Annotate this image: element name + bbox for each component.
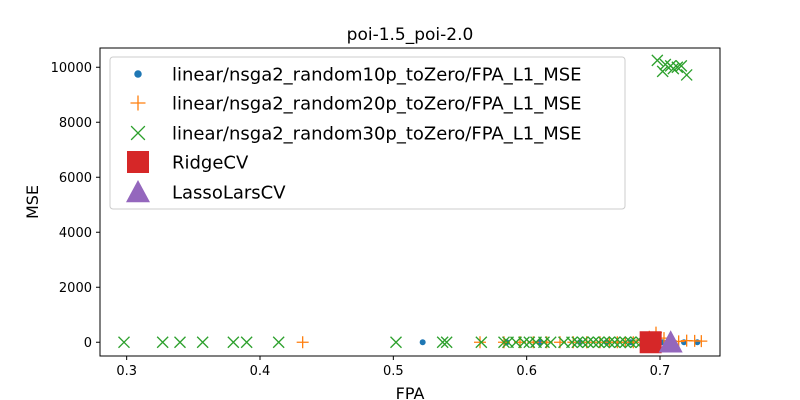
data-point xyxy=(658,330,683,353)
legend-label: linear/nsga2_random10p_toZero/FPA_L1_MSE xyxy=(172,65,582,86)
data-point xyxy=(639,331,662,354)
data-point xyxy=(118,336,130,349)
y-axis: 0 2000 4000 6000 8000 10000 xyxy=(51,61,100,351)
data-point xyxy=(240,336,253,349)
chart-title: poi-1.5_poi-2.0 xyxy=(347,25,474,45)
y-tick-label: 2000 xyxy=(59,281,92,296)
series-3 xyxy=(639,331,662,354)
data-point xyxy=(440,336,453,349)
legend-label: LassoLarsCV xyxy=(172,183,286,204)
data-point xyxy=(544,336,557,349)
x-tick-label: 0.5 xyxy=(383,364,404,379)
x-tick-label: 0.6 xyxy=(516,364,537,379)
y-tick-label: 6000 xyxy=(59,171,92,186)
data-point xyxy=(156,336,169,349)
data-point xyxy=(582,336,594,349)
data-point xyxy=(518,336,530,349)
legend-label: RidgeCV xyxy=(172,153,249,174)
y-tick-label: 0 xyxy=(84,336,92,351)
data-point xyxy=(627,336,640,349)
data-point xyxy=(603,336,616,349)
data-point xyxy=(436,336,449,349)
data-point xyxy=(671,61,684,74)
data-point xyxy=(624,336,637,349)
data-points xyxy=(118,54,708,354)
legend-marker xyxy=(134,70,142,78)
data-point xyxy=(592,336,605,349)
x-tick-label: 0.3 xyxy=(116,364,137,379)
data-point xyxy=(619,336,632,349)
data-point xyxy=(475,336,488,349)
legend-marker xyxy=(130,125,146,141)
data-point xyxy=(571,336,584,349)
legend: linear/nsga2_random10p_toZero/FPA_L1_MSE… xyxy=(109,56,626,210)
plot-frame xyxy=(99,47,721,357)
data-point xyxy=(272,336,285,349)
y-tick-label: 4000 xyxy=(59,226,92,241)
series-4 xyxy=(658,330,683,353)
data-point xyxy=(608,336,621,349)
y-tick-label: 8000 xyxy=(59,116,92,131)
x-tick-label: 0.7 xyxy=(650,364,671,379)
data-point xyxy=(614,336,626,349)
legend-marker xyxy=(127,151,149,173)
data-point xyxy=(598,336,610,349)
data-point xyxy=(576,336,589,349)
data-point xyxy=(695,335,708,348)
data-point xyxy=(537,339,543,346)
data-point xyxy=(587,336,600,349)
data-point xyxy=(675,59,688,72)
x-axis: 0.3 0.4 0.5 0.6 0.7 xyxy=(116,356,670,379)
legend-label: linear/nsga2_random30p_toZero/FPA_L1_MSE xyxy=(172,124,582,145)
data-point xyxy=(174,336,186,349)
x-axis-title: FPA xyxy=(396,384,425,400)
data-point xyxy=(296,336,309,349)
data-point xyxy=(680,68,693,81)
data-point xyxy=(498,336,510,349)
data-point xyxy=(667,62,680,75)
x-tick-label: 0.4 xyxy=(250,364,271,379)
legend-label: linear/nsga2_random20p_toZero/FPA_L1_MSE xyxy=(172,94,582,115)
y-axis-title: MSE xyxy=(23,185,42,219)
data-point xyxy=(651,54,664,67)
data-point xyxy=(196,336,209,349)
y-tick-label: 10000 xyxy=(51,61,92,76)
data-point xyxy=(390,336,402,349)
legend-box xyxy=(109,56,626,210)
legend-marker xyxy=(130,95,146,111)
data-point xyxy=(227,336,240,349)
legend-marker xyxy=(126,180,150,203)
data-point xyxy=(656,65,669,78)
data-point xyxy=(566,336,578,349)
data-point xyxy=(474,336,486,349)
data-point xyxy=(419,339,426,346)
